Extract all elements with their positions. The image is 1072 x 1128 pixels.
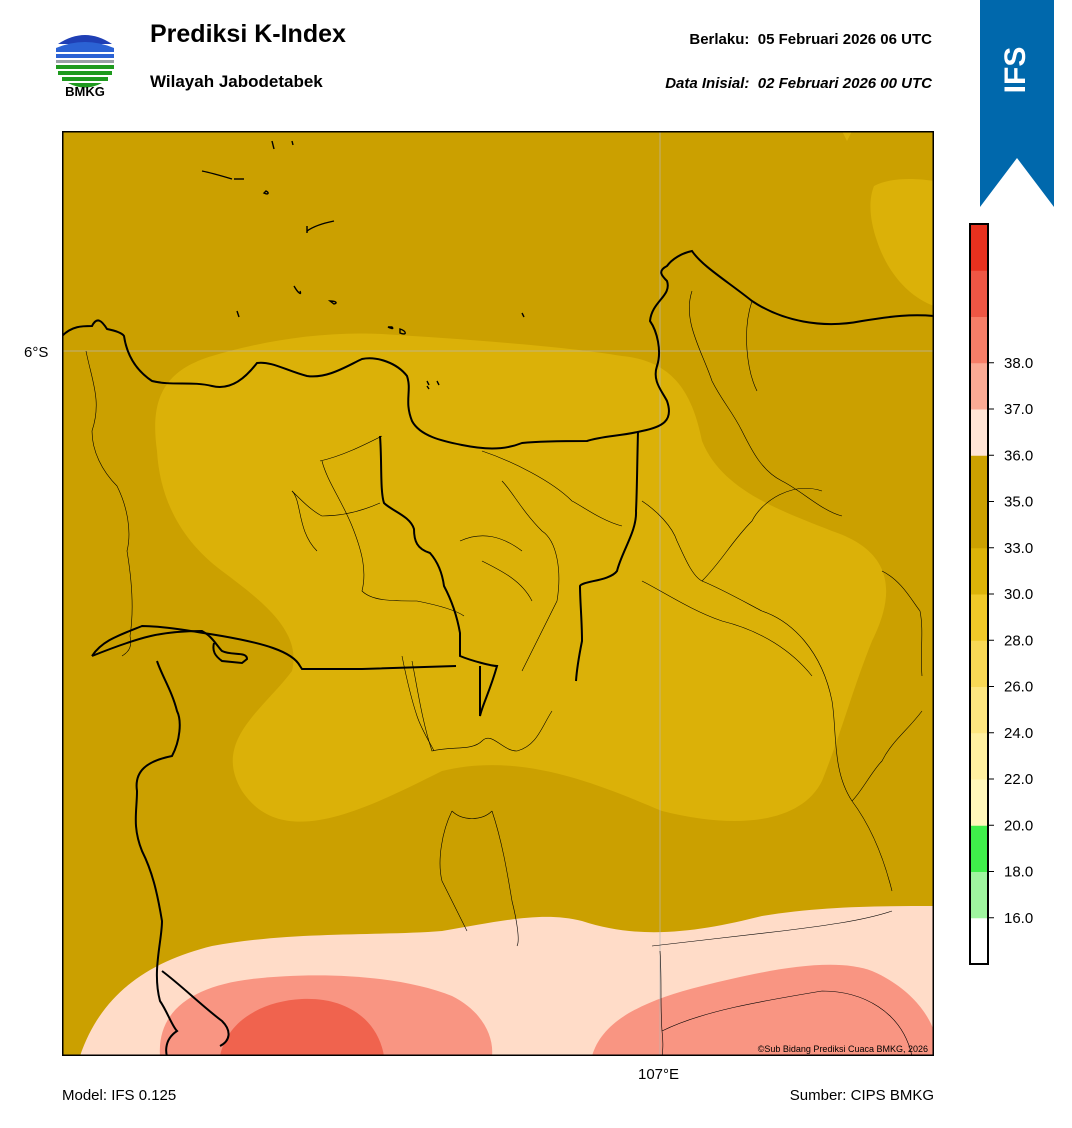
colorbar-segment bbox=[970, 686, 988, 734]
colorbar-segment bbox=[970, 409, 988, 456]
ifs-ribbon-label: IFS bbox=[999, 47, 1032, 94]
province-border bbox=[379, 435, 499, 717]
colorbar-segment bbox=[970, 640, 988, 687]
model-label: Model: IFS 0.125 bbox=[62, 1087, 177, 1104]
colorbar-tick-label: 37.0 bbox=[1004, 401, 1033, 418]
colorbar-tick-label: 22.0 bbox=[1004, 771, 1033, 788]
western-border bbox=[161, 970, 230, 1047]
banten-border bbox=[134, 660, 181, 1056]
colorbar-tick-label: 38.0 bbox=[1004, 355, 1033, 372]
province-border-south bbox=[91, 624, 457, 670]
k-index-zone-36-37 bbox=[220, 998, 384, 1056]
colorbar-tick-label: 35.0 bbox=[1004, 494, 1033, 511]
ifs-label: IFS bbox=[999, 47, 1032, 94]
colorbar-segment bbox=[970, 825, 988, 872]
colorbar-segment bbox=[970, 732, 988, 780]
colorbar-segment bbox=[970, 547, 988, 595]
ifs-ribbon bbox=[980, 0, 1054, 207]
colorbar-segment bbox=[970, 270, 988, 317]
colorbar-segment bbox=[970, 594, 988, 641]
valid-value: 05 Februari 2026 06 UTC bbox=[757, 31, 932, 48]
colorbar-tick-label: 20.0 bbox=[1004, 817, 1033, 834]
page-subtitle: Wilayah Jabodetabek bbox=[150, 72, 323, 91]
colorbar-tick-label: 36.0 bbox=[1004, 447, 1033, 464]
colorbar: 16.0 18.0 20.0 22.0 24.0 26.0 28.0 30.0 33.0 35.0… bbox=[969, 223, 1033, 965]
lon-label: 107°E bbox=[638, 1066, 680, 1083]
init-label: Data Inisial: bbox=[665, 75, 750, 92]
colorbar-segment bbox=[970, 779, 988, 826]
k-index-zone-28-30-ne bbox=[870, 178, 934, 306]
colorbar-tick-label: 28.0 bbox=[1004, 632, 1033, 649]
valid-label: Berlaku: bbox=[689, 31, 750, 48]
logo-text: BMKG bbox=[65, 84, 105, 99]
islands bbox=[201, 140, 525, 390]
k-index-zone-28-30-top bbox=[842, 131, 852, 141]
colorbar-segment bbox=[970, 917, 988, 965]
page-title: Prediksi K-Index bbox=[150, 20, 346, 48]
init-value: 02 Februari 2026 00 UTC bbox=[757, 75, 932, 92]
valid-time: Berlaku: 05 Februari 2026 06 UTC bbox=[689, 31, 932, 48]
k-index-zone-35-36-east bbox=[592, 964, 934, 1056]
province-border-detail bbox=[91, 629, 249, 665]
colorbar-segment bbox=[970, 501, 988, 549]
colorbar-segment bbox=[970, 455, 988, 502]
colorbar-tick-label: 26.0 bbox=[1004, 679, 1033, 696]
map-credit: ©Sub Bidang Prediksi Cuaca BMKG, 2026 bbox=[758, 1044, 928, 1054]
bmkg-logo-icon bbox=[56, 35, 114, 88]
colorbar-tick-label: 18.0 bbox=[1004, 864, 1033, 881]
init-time: Data Inisial: 02 Februari 2026 00 UTC bbox=[665, 75, 932, 92]
coastline bbox=[62, 249, 934, 450]
lat-label: 6°S bbox=[24, 344, 49, 361]
colorbar-frame bbox=[969, 223, 989, 965]
colorbar-tick-label: 24.0 bbox=[1004, 725, 1033, 742]
regency-borders bbox=[85, 290, 923, 1056]
map-frame bbox=[62, 131, 934, 1056]
jakarta-east-border bbox=[575, 430, 639, 682]
source-label: Sumber: CIPS BMKG bbox=[789, 1087, 934, 1104]
colorbar-segment bbox=[970, 362, 988, 410]
colorbar-tick-label: 33.0 bbox=[1004, 540, 1033, 557]
colorbar-tick-label: 16.0 bbox=[1004, 910, 1033, 927]
colorbar-segment bbox=[970, 871, 988, 919]
k-index-map: ©Sub Bidang Prediksi Cuaca BMKG, 2026 bbox=[62, 131, 934, 1056]
colorbar-segment bbox=[970, 316, 988, 364]
colorbar-segment bbox=[970, 224, 988, 271]
colorbar-tick-label: 30.0 bbox=[1004, 586, 1033, 603]
